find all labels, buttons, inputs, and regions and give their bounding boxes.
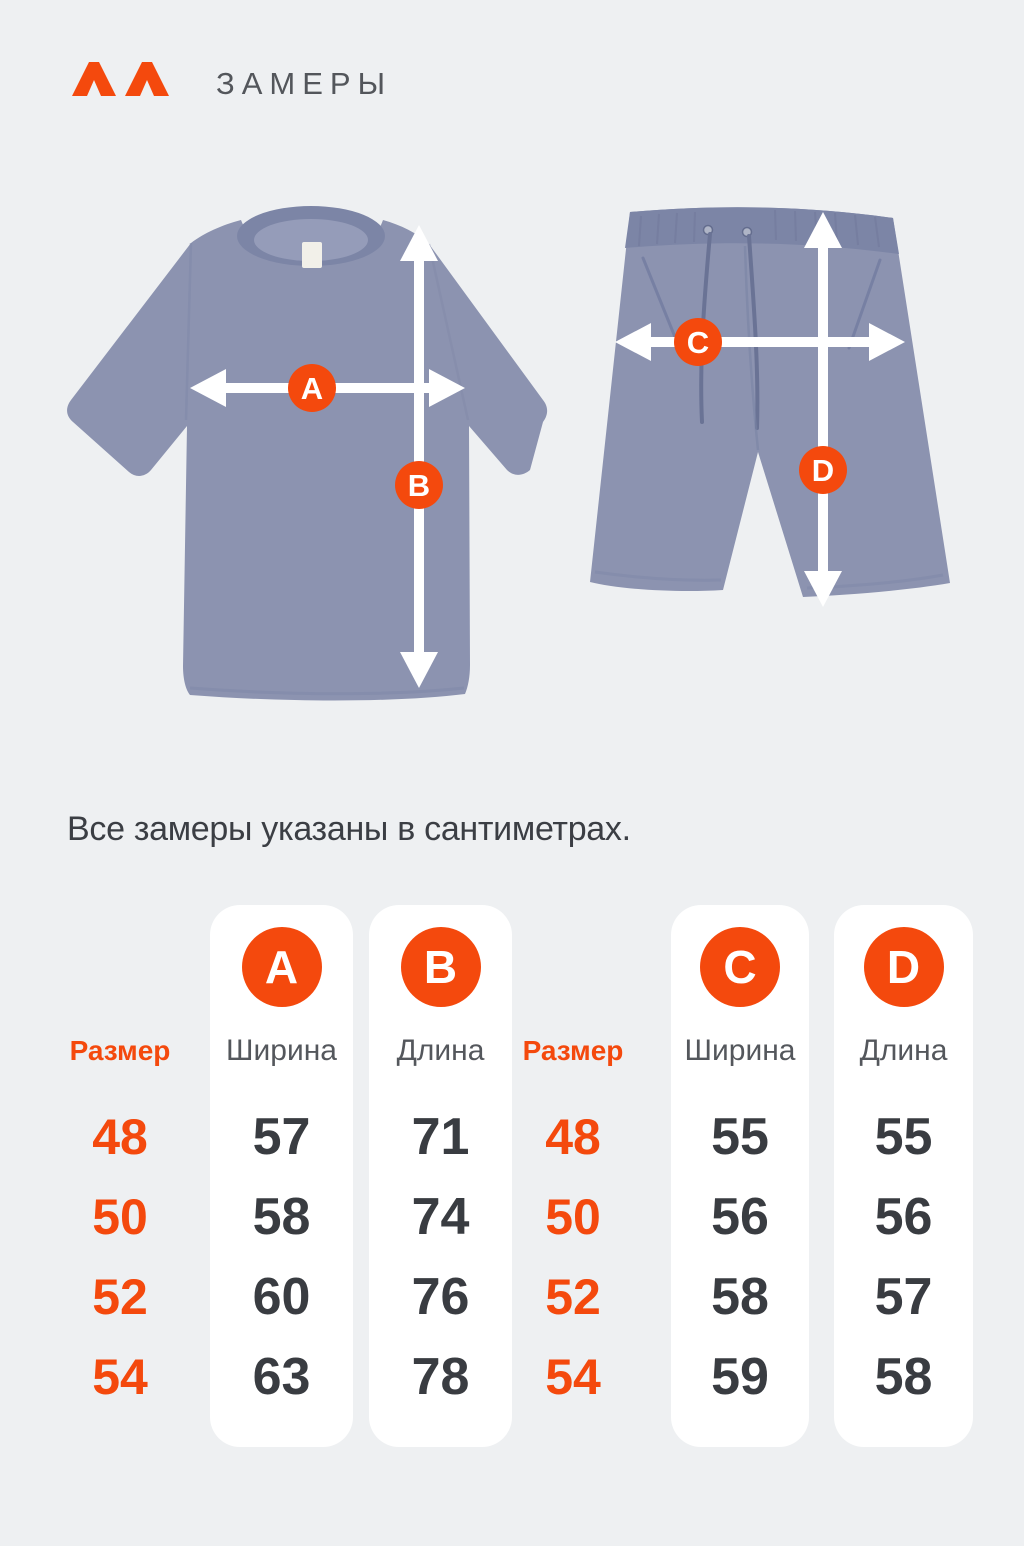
- table-cell: 74: [411, 1188, 470, 1246]
- table-cell: 56: [874, 1188, 933, 1246]
- tshirt-neck-label: [302, 242, 322, 268]
- size-value: 50: [545, 1189, 601, 1245]
- marker-a-label: A: [301, 371, 323, 406]
- table-cell: 55: [711, 1108, 769, 1166]
- table-cell: 71: [411, 1108, 470, 1166]
- page-title: ЗАМЕРЫ: [216, 66, 393, 101]
- table-cell: 59: [711, 1348, 769, 1406]
- marker-d-label: D: [812, 453, 834, 488]
- brand-logo-icon: [72, 62, 169, 96]
- column-a-badge: A: [241, 927, 322, 1007]
- marker-c-label: C: [687, 325, 709, 360]
- shorts-body: [590, 207, 950, 597]
- table-cell: 58: [711, 1268, 769, 1326]
- column-d-label: Длина: [859, 1034, 948, 1067]
- shorts-figure: C D: [590, 207, 950, 607]
- size-header: Размер: [522, 1035, 624, 1066]
- table-cell: 76: [411, 1268, 470, 1326]
- size-header: Размер: [69, 1035, 171, 1066]
- column-c-badge: C: [700, 927, 780, 1007]
- size-value: 48: [545, 1109, 601, 1165]
- tshirt-size-column: Размер 48 50 52 54: [60, 905, 180, 1447]
- size-value: 48: [92, 1109, 148, 1165]
- table-cell: 58: [874, 1348, 933, 1406]
- size-value: 50: [92, 1189, 148, 1245]
- table-cell: 57: [252, 1108, 311, 1166]
- tshirt-width-column-card: A Ширина 57 58 60 63: [210, 905, 353, 1447]
- measure-arrow-c: C: [615, 318, 905, 366]
- marker-d-badge: [799, 446, 847, 494]
- table-cell: 57: [874, 1268, 933, 1326]
- table-cell: 63: [252, 1348, 311, 1406]
- shorts-length-column-card: D Длина 55 56 57 58: [834, 905, 973, 1447]
- table-cell: 78: [411, 1348, 470, 1406]
- shorts-size-column: Размер 48 50 52 54: [513, 905, 633, 1447]
- size-value: 54: [545, 1349, 601, 1405]
- tshirt-length-column-card: B Длина 71 74 76 78: [369, 905, 512, 1447]
- size-value: 54: [92, 1349, 148, 1405]
- table-cell: 55: [874, 1108, 933, 1166]
- pocket-left: [641, 256, 679, 344]
- table-cell: 58: [252, 1188, 311, 1246]
- column-b-label: Длина: [396, 1034, 485, 1067]
- measure-arrow-d: D: [799, 212, 847, 607]
- brand-header: [72, 62, 172, 96]
- tshirt-collar-inner: [254, 219, 368, 261]
- measure-arrow-a: A: [190, 364, 465, 412]
- drawstring-right: [747, 234, 760, 430]
- marker-a-badge: [288, 364, 336, 412]
- tshirt-body: [67, 220, 548, 701]
- units-note: Все замеры указаны в сантиметрах.: [67, 810, 631, 848]
- marker-c-badge: [674, 318, 722, 366]
- size-value: 52: [545, 1269, 601, 1325]
- marker-b-label: B: [408, 468, 430, 503]
- column-b-badge: B: [400, 927, 481, 1007]
- tshirt-figure: A B: [67, 206, 548, 701]
- size-value: 52: [92, 1269, 148, 1325]
- measure-arrow-b: B: [395, 225, 443, 688]
- table-cell: 60: [252, 1268, 311, 1326]
- column-c-label: Ширина: [684, 1034, 796, 1067]
- column-d-badge: D: [863, 927, 944, 1007]
- table-cell: 56: [711, 1188, 769, 1246]
- marker-b-badge: [395, 461, 443, 509]
- column-a-label: Ширина: [226, 1034, 337, 1067]
- pocket-right: [847, 258, 882, 350]
- shorts-width-column-card: C Ширина 55 56 58 59: [671, 905, 809, 1447]
